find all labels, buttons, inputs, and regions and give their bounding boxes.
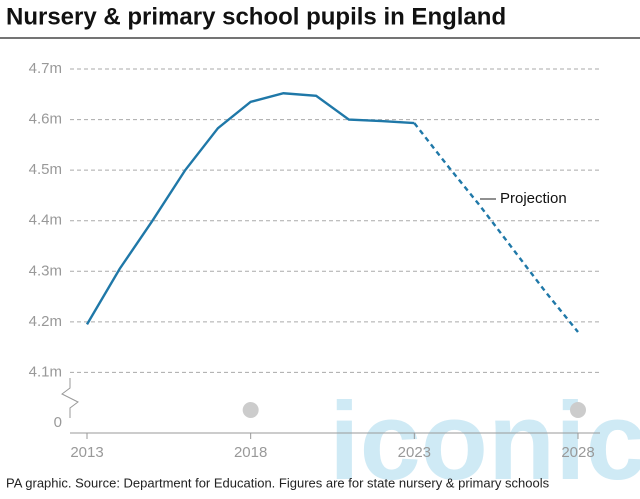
annotation: Projection [500, 190, 567, 207]
x-tick-label: 2023 [398, 444, 431, 461]
footnote: PA graphic. Source: Department for Educa… [6, 475, 550, 490]
series-line [413, 122, 579, 333]
x-tick-label: 2028 [561, 444, 594, 461]
tick-dot [242, 402, 259, 418]
y-tick-label: 4.1m [29, 363, 62, 380]
y-tick-label: 4.4m [29, 212, 62, 229]
tick-dot [570, 402, 586, 418]
y-tick-label: 4.7m [29, 60, 62, 77]
y-tick-label: 0 [54, 414, 62, 431]
series-line [85, 92, 415, 325]
x-tick-label: 2018 [234, 444, 267, 461]
y-tick-label: 4.6m [29, 111, 62, 128]
axis-break [61, 378, 79, 418]
y-tick-label: 4.3m [29, 262, 62, 279]
y-tick-label: 4.2m [29, 313, 62, 330]
y-tick-label: 4.5m [29, 161, 62, 178]
x-tick-label: 2013 [70, 444, 103, 461]
chart-title: Nursery & primary school pupils in Engla… [6, 3, 506, 30]
watermark: iconic [329, 380, 640, 499]
